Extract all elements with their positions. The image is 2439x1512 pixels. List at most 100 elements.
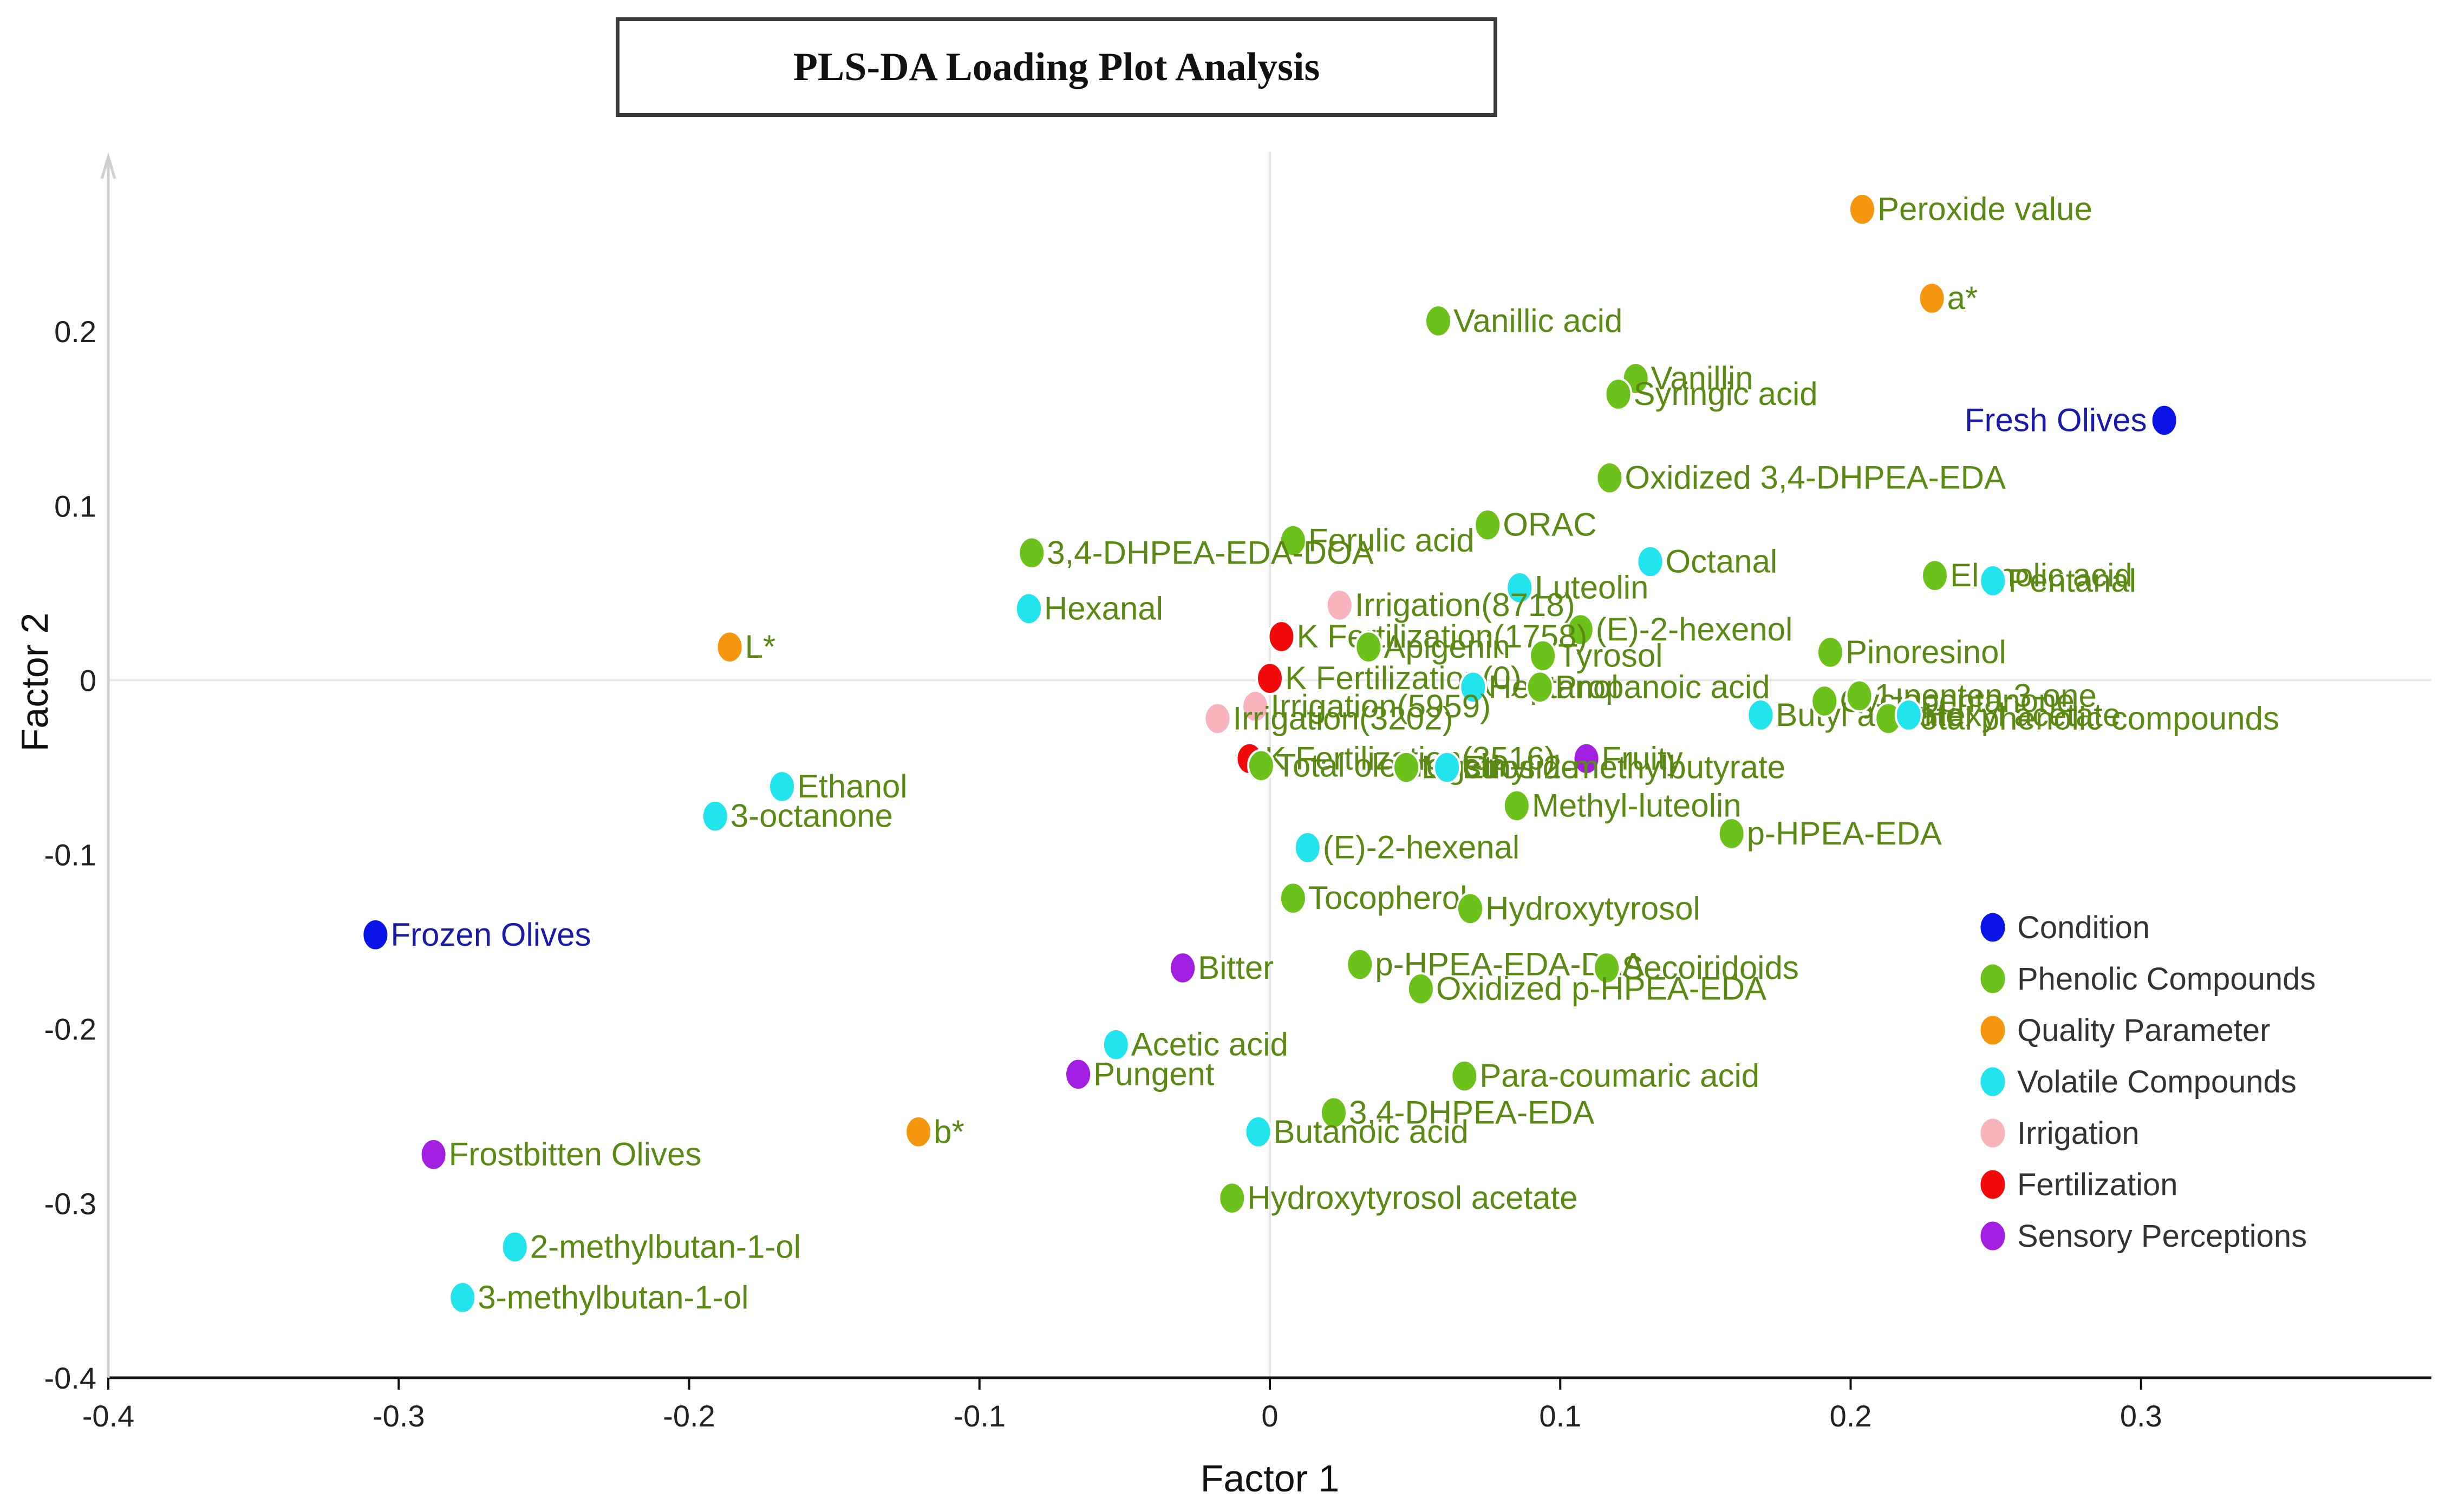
data-point: Propanoic acid: [1525, 669, 1770, 705]
legend-label: Sensory Perceptions: [2017, 1219, 2307, 1254]
point-label: Secoiridoids: [1622, 950, 1799, 986]
data-points: Fresh Olives Frozen Olives Frostbitten Oli…: [361, 191, 2279, 1315]
point-label: 3-octanone: [731, 798, 893, 834]
data-point: Hexanal: [1014, 590, 1163, 626]
legend-item: Phenolic Compounds: [1979, 961, 2316, 997]
point-marker: [1241, 689, 1270, 723]
point-label: Irrigation(3202): [1232, 700, 1453, 736]
point-marker: [1064, 1057, 1093, 1091]
point-label: Frozen Olives: [390, 917, 591, 953]
legend-label: Phenolic Compounds: [2017, 961, 2316, 997]
data-point: L*: [715, 629, 775, 665]
data-point: (E)-2-hexenal: [1293, 829, 1520, 866]
data-point: Butyl acetate: [1746, 697, 1964, 733]
axes: [100, 152, 2431, 1390]
point-label: Luteolin: [1535, 570, 1648, 606]
data-point: Tyrosol: [1529, 637, 1662, 673]
data-point: Cyclopentanone: [1810, 683, 2075, 719]
data-point: p-HPEA-EDA: [1717, 815, 1942, 852]
point-label: 3-methylbutan-1-ol: [478, 1279, 748, 1315]
data-point: (E)-2-hexenol: [1566, 611, 1792, 647]
point-marker: [1354, 630, 1383, 664]
legend-item: Volatile Compounds: [1979, 1064, 2297, 1099]
point-marker: [1101, 1027, 1130, 1062]
data-point: ORAC: [1473, 507, 1597, 543]
point-label: 2-methylbutan-1-ol: [530, 1228, 801, 1265]
x-tick-label: -0.1: [954, 1399, 1006, 1433]
data-point: Pungent: [1064, 1056, 1215, 1092]
data-point: Fruity: [1572, 740, 1683, 776]
point-label: Fresh Olives: [1965, 402, 2147, 438]
point-marker: [1572, 742, 1601, 776]
point-label: Oxidized p-HPEA-EDA: [1436, 971, 1766, 1007]
x-tick-label: -0.3: [373, 1399, 425, 1433]
data-point: Oxidized 3,4-DHPEA-EDA: [1595, 460, 2006, 496]
point-label: Pinoresinol: [1845, 634, 2006, 670]
y-tick-label: 0: [80, 663, 96, 697]
data-point: Irrigation(3202): [1203, 700, 1453, 736]
data-point: Pinoresinol: [1816, 634, 2006, 670]
point-label: Apigenin: [1384, 629, 1510, 665]
point-marker: [1845, 679, 1874, 713]
point-marker: [448, 1281, 477, 1314]
point-label: Oxidized 3,4-DHPEA-EDA: [1625, 460, 2006, 496]
point-label: Vanillin: [1651, 360, 1753, 396]
point-label: Para-coumaric acid: [1479, 1058, 1759, 1094]
legend-item: Irrigation: [1979, 1116, 2140, 1151]
data-point: Ethanol: [768, 768, 908, 804]
point-label: Fruity: [1602, 740, 1683, 776]
point-marker: [1203, 702, 1232, 736]
point-marker: [1424, 304, 1453, 338]
point-label: 3,4-DHPEA-EDA: [1349, 1094, 1594, 1130]
point-label: Ethanol: [797, 768, 908, 804]
point-marker: [1593, 951, 1621, 985]
point-marker: [1921, 559, 1949, 592]
data-point: Hexyl acetate: [1894, 697, 2121, 733]
point-marker: [1459, 670, 1488, 704]
point-label: Total phenolic compounds: [1903, 700, 2279, 736]
x-tick-label: 0.3: [2120, 1399, 2162, 1433]
point-marker: [1279, 881, 1307, 915]
legend-swatch: [1979, 963, 2007, 995]
point-label: Pentanal: [2008, 562, 2136, 599]
data-point: Total oleuropein: [1247, 747, 1506, 783]
point-label: Pungent: [1093, 1056, 1215, 1092]
legend-swatch: [1979, 1168, 2007, 1201]
y-axis-arrow: [100, 152, 116, 179]
point-label: Ethyl 2-methylbutyrate: [1462, 749, 1785, 786]
y-tick-label: -0.4: [44, 1361, 97, 1395]
data-point: Octanal: [1636, 543, 1777, 579]
point-label: 3,4-DHPEA-EDA-DOA: [1047, 534, 1373, 571]
point-marker: [1014, 592, 1043, 626]
data-point: Secoiridoids: [1593, 950, 1799, 986]
point-label: Propanoic acid: [1555, 669, 1770, 705]
data-point: 2-methylbutan-1-ol: [500, 1228, 801, 1265]
y-tick-label: -0.2: [44, 1012, 97, 1046]
point-label: Frostbitten Olives: [449, 1136, 702, 1173]
point-label: Ferulic acid: [1308, 522, 1475, 559]
point-marker: [361, 918, 390, 952]
data-point: Methyl-luteolin: [1502, 787, 1742, 823]
point-label: Acetic acid: [1131, 1026, 1288, 1063]
point-marker: [1636, 545, 1665, 579]
data-point: 3,4-DHPEA-EDA: [1319, 1094, 1594, 1130]
point-label: p-HPEA-EDA: [1747, 815, 1942, 852]
data-point: 3-octanone: [701, 798, 893, 834]
point-marker: [1979, 564, 2007, 598]
data-point: 3,4-DHPEA-EDA-DOA: [1018, 534, 1374, 571]
point-label: Peroxide value: [1877, 191, 2092, 227]
point-marker: [419, 1137, 448, 1171]
point-label: Syringic acid: [1634, 376, 1818, 412]
point-label: Hexanal: [1044, 590, 1163, 626]
point-marker: [1319, 1096, 1348, 1130]
data-point: Hydroxytyrosol acetate: [1218, 1180, 1578, 1216]
point-marker: [1247, 749, 1275, 783]
legend-item: Quality Parameter: [1979, 1013, 2270, 1048]
x-axis-label: Factor 1: [1201, 1457, 1340, 1500]
point-marker: [1169, 951, 1197, 985]
data-point: Apigenin: [1354, 629, 1510, 665]
point-label: Vanillic acid: [1453, 303, 1622, 339]
point-label: Irrigation(5959): [1270, 688, 1491, 724]
legend-item: Condition: [1979, 910, 2150, 945]
point-marker: [1450, 1059, 1479, 1093]
